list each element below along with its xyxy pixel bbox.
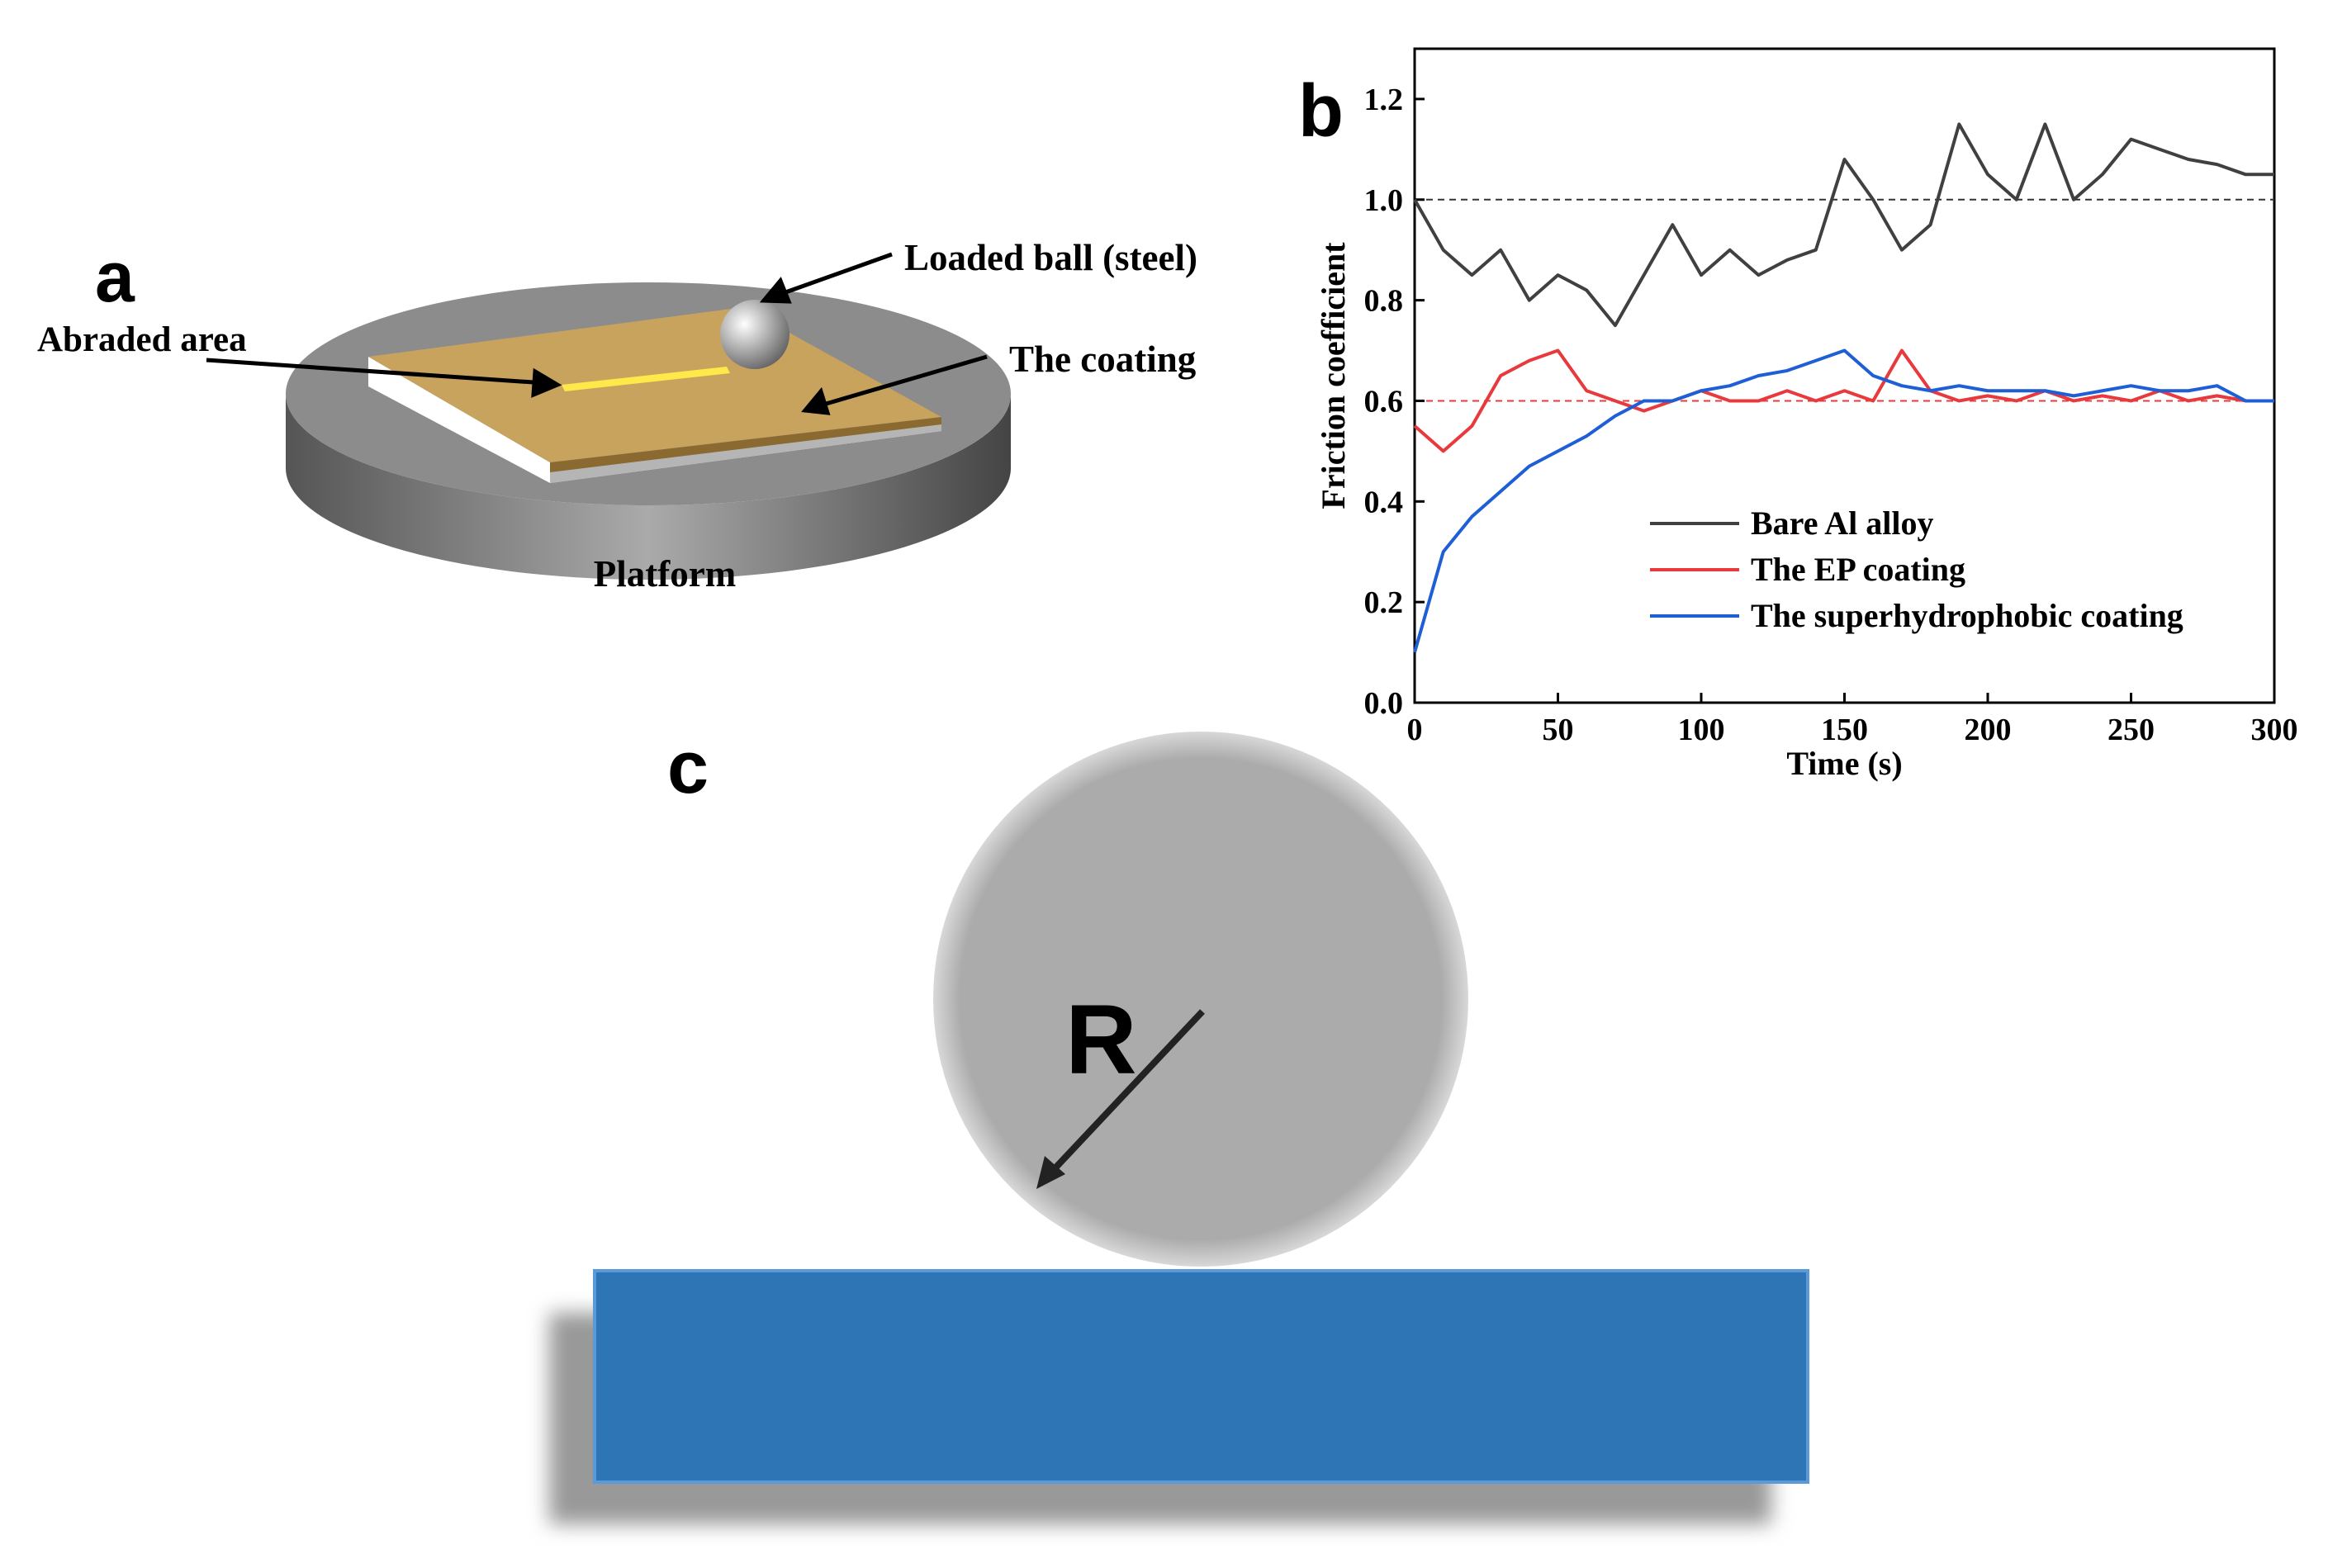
- arrowhead: [531, 367, 562, 398]
- chart: 0.0 0.2 0.4 0.6 0.8 1.0 1.2 0 50 100 150 200 250 300 T…: [1315, 47, 2298, 782]
- label: Loaded ball (steel): [904, 237, 1197, 278]
- y-tick-label: 1.0: [1364, 183, 1404, 218]
- x-tick-label: 200: [1965, 713, 2012, 747]
- radius-label: R: [1065, 984, 1137, 1095]
- substrate: [368, 357, 941, 483]
- y-tick-label: 0.6: [1364, 384, 1404, 419]
- platform-side: [286, 394, 1011, 580]
- x-tick-label: 300: [2251, 713, 2298, 747]
- y-tick-label: 1.2: [1364, 83, 1404, 117]
- x-tick-label: 100: [1678, 713, 1725, 747]
- y-tick-label: 0.8: [1364, 284, 1404, 319]
- legend-label: Bare Al alloy: [1751, 505, 1933, 542]
- series-line: [1413, 348, 2274, 653]
- panel-a: a Abraded area Loaded ball (steel) The c…: [37, 237, 1197, 595]
- x-tick-label: 250: [2108, 713, 2155, 747]
- arrowhead: [1036, 1156, 1065, 1189]
- coating-edge: [550, 417, 941, 472]
- arrowhead: [759, 277, 792, 304]
- x-axis-label: Time (s): [1786, 745, 1902, 782]
- y-tick-label: 0.4: [1364, 485, 1404, 519]
- series-line: [1413, 348, 2274, 453]
- ball: [933, 732, 1468, 1267]
- abraded-track: [562, 367, 730, 391]
- radius-arrow: [1045, 1009, 1205, 1179]
- panel-label: b: [1298, 70, 1344, 153]
- panel-c: R c: [549, 727, 1809, 1524]
- arrowhead: [801, 386, 831, 415]
- panel-label: a: [95, 238, 135, 317]
- label: Abraded area: [37, 320, 247, 359]
- x-tick-label: 150: [1821, 713, 1868, 747]
- ball: [720, 300, 789, 369]
- label: Platform: [594, 553, 736, 595]
- x-tick-label: 50: [1543, 713, 1574, 747]
- arrow: [206, 358, 546, 386]
- panel-label: c: [667, 727, 709, 809]
- legend-label: The superhydrophobic coating: [1751, 597, 2183, 634]
- y-tick-label: 0.0: [1364, 686, 1404, 721]
- y-axis-label: Friction coefficient: [1315, 242, 1352, 509]
- series-line: [1413, 122, 2274, 328]
- coating: [368, 307, 941, 462]
- y-tick-label: 0.2: [1364, 585, 1404, 620]
- x-tick-label: 0: [1407, 713, 1423, 747]
- legend-label: The EP coating: [1751, 551, 1965, 588]
- substrate-block: [593, 1269, 1809, 1484]
- arrow: [817, 354, 988, 409]
- label: The coating: [1009, 339, 1197, 380]
- arrow: [775, 252, 893, 298]
